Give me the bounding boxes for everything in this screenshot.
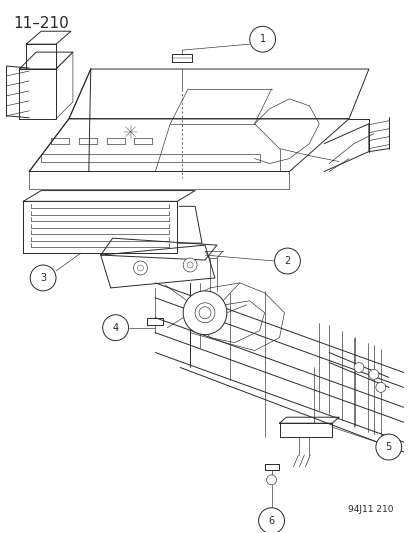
Circle shape bbox=[266, 475, 276, 485]
Circle shape bbox=[199, 307, 211, 319]
Text: 3: 3 bbox=[40, 273, 46, 283]
Circle shape bbox=[353, 362, 363, 373]
Text: 94J11 210: 94J11 210 bbox=[347, 505, 393, 514]
Text: 2: 2 bbox=[284, 256, 290, 266]
Circle shape bbox=[133, 261, 147, 275]
Circle shape bbox=[375, 382, 385, 392]
Text: 4: 4 bbox=[112, 322, 119, 333]
Circle shape bbox=[249, 26, 275, 52]
Circle shape bbox=[368, 369, 378, 379]
Text: 6: 6 bbox=[268, 515, 274, 526]
Circle shape bbox=[195, 303, 214, 322]
Text: 11–210: 11–210 bbox=[13, 17, 69, 31]
Circle shape bbox=[183, 258, 197, 272]
Circle shape bbox=[183, 291, 226, 335]
Circle shape bbox=[258, 508, 284, 533]
Circle shape bbox=[274, 248, 300, 274]
Text: 5: 5 bbox=[385, 442, 391, 452]
Circle shape bbox=[375, 434, 401, 460]
Circle shape bbox=[187, 262, 192, 268]
Circle shape bbox=[137, 265, 143, 271]
Circle shape bbox=[102, 315, 128, 341]
Text: 1: 1 bbox=[259, 34, 265, 44]
Circle shape bbox=[30, 265, 56, 291]
